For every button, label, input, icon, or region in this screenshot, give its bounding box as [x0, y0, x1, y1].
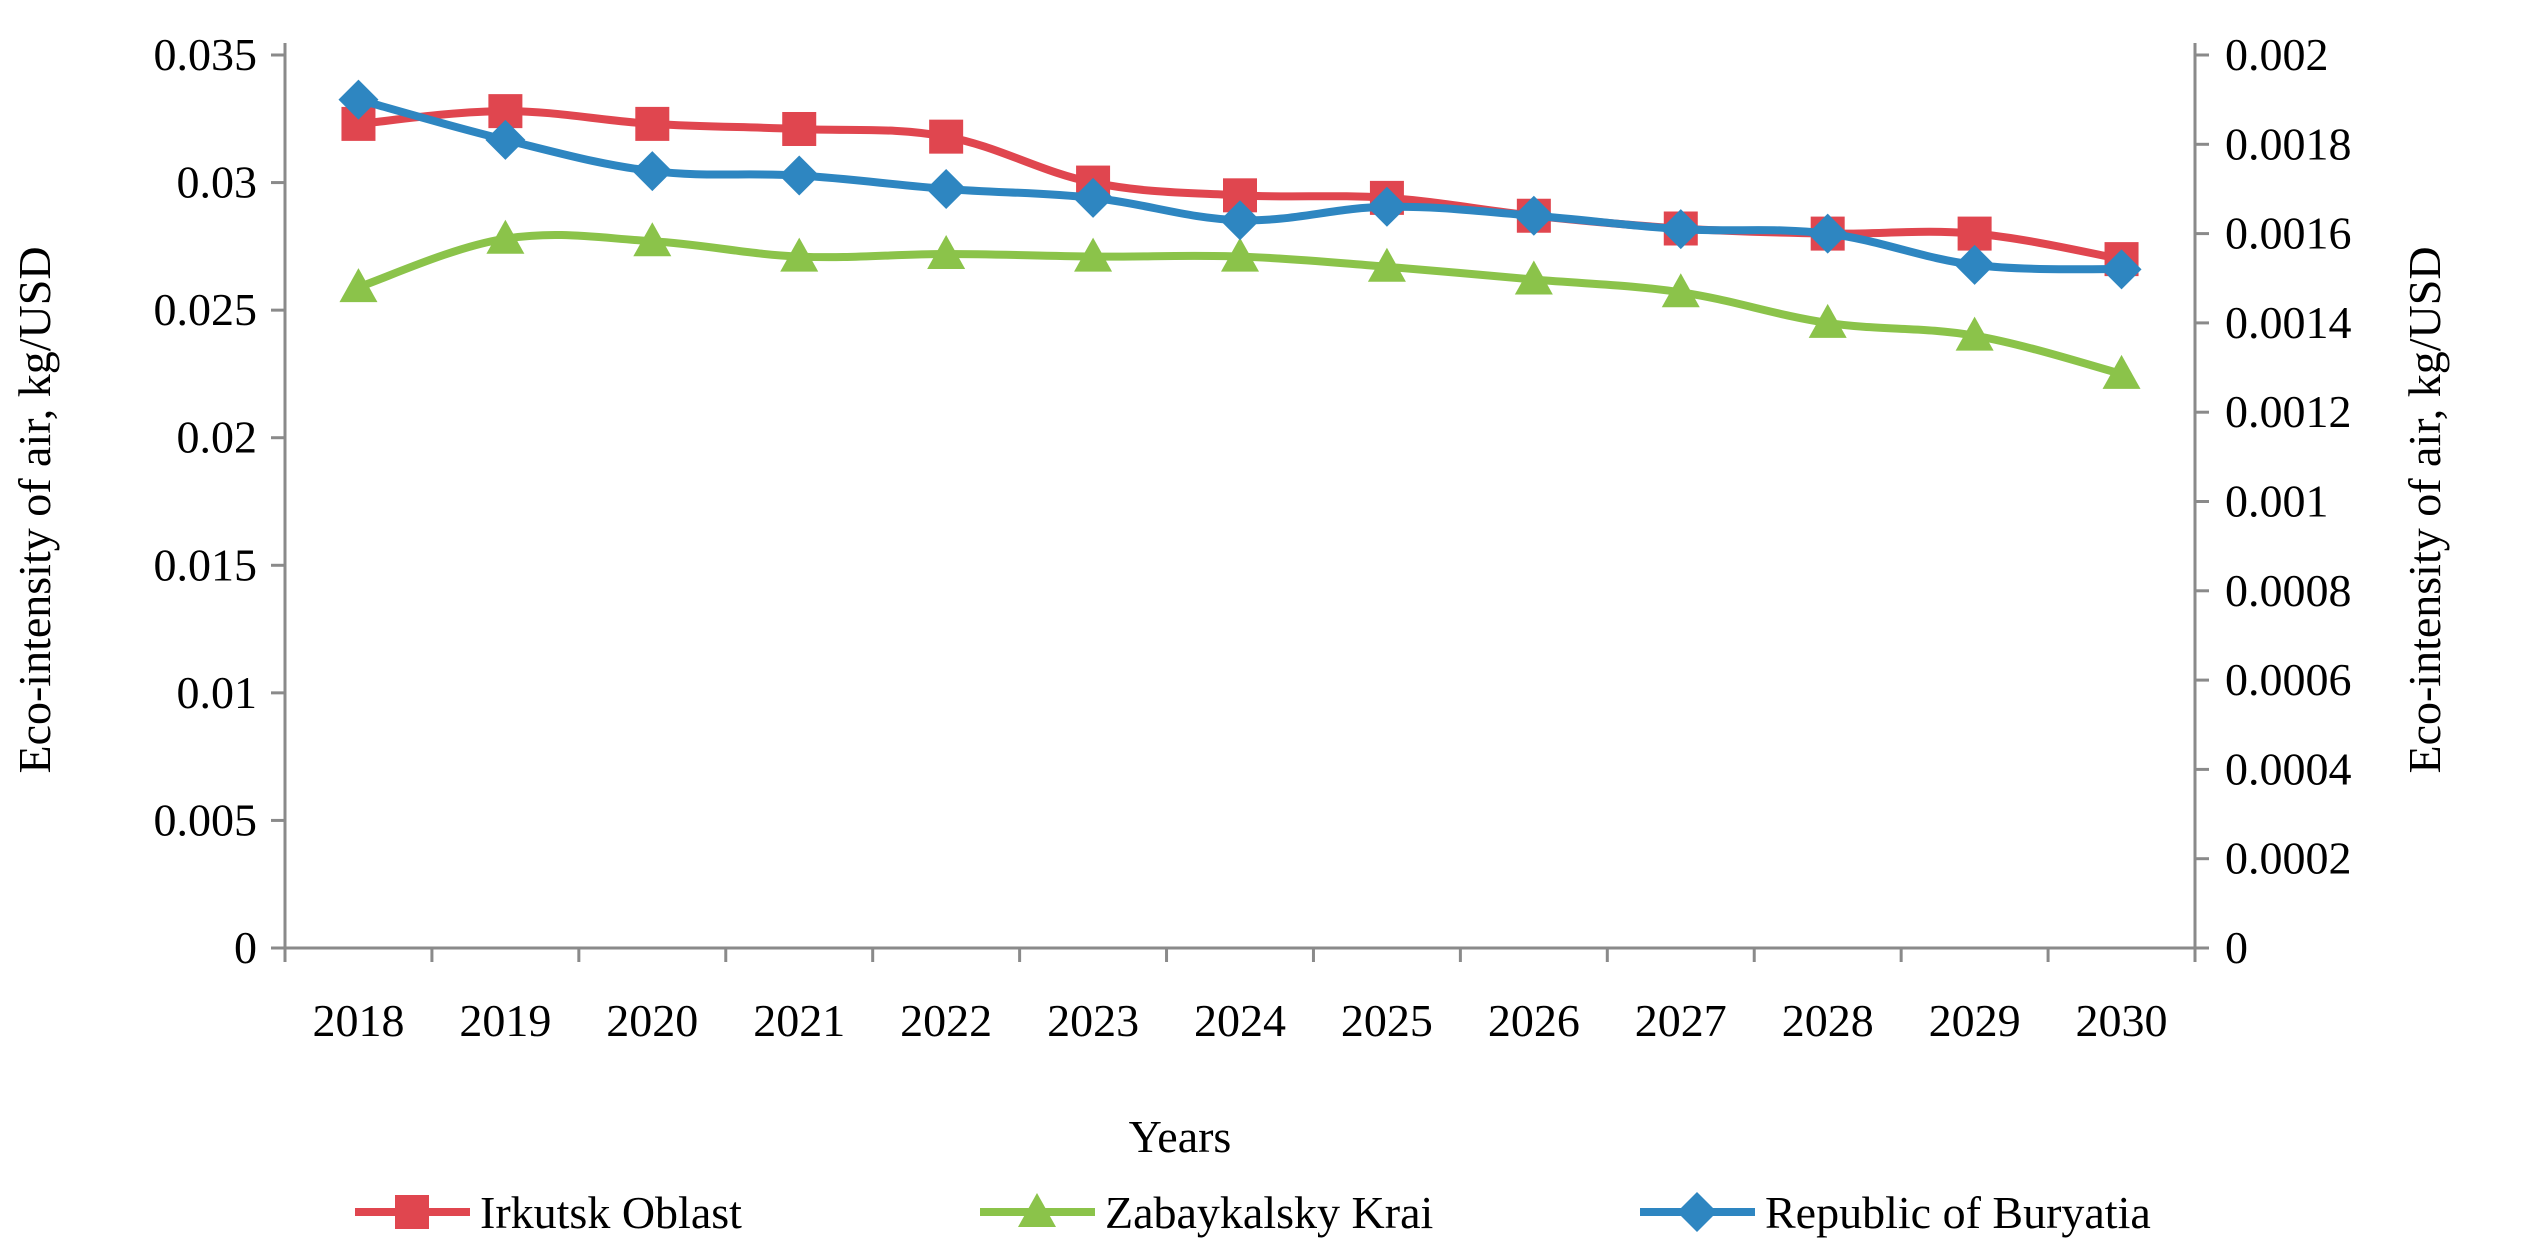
data-point: [2102, 354, 2141, 389]
right-y-tick-label: 0: [2225, 922, 2248, 973]
right-y-tick-label: 0.001: [2225, 476, 2329, 527]
data-point: [926, 168, 967, 209]
data-point: [1366, 186, 1407, 227]
data-point: [635, 106, 670, 141]
data-point: [338, 79, 379, 120]
right-y-tick-label: 0.0006: [2225, 654, 2352, 705]
x-tick-label: 2023: [1047, 995, 1139, 1046]
right-y-tick-label: 0.0004: [2225, 743, 2352, 794]
data-point: [485, 119, 526, 160]
legend-item: Zabaykalsky Krai: [980, 1187, 1433, 1238]
x-tick-label: 2028: [1782, 995, 1874, 1046]
legend-marker: [1677, 1192, 1717, 1232]
data-point: [782, 111, 817, 146]
data-point: [1221, 237, 1259, 272]
x-tick-label: 2027: [1635, 995, 1727, 1046]
x-tick-label: 2026: [1488, 995, 1580, 1046]
data-point: [339, 268, 378, 303]
data-point: [632, 151, 673, 192]
left-y-tick-label: 0.035: [154, 29, 258, 80]
left-y-axis-title: Eco-intensity of air, kg/USD: [9, 246, 60, 773]
right-y-tick-label: 0.0002: [2225, 833, 2352, 884]
right-y-tick-label: 0.002: [2225, 29, 2329, 80]
data-point: [1660, 209, 1701, 250]
tick-labels: 0 0.005 0.01 0.015 0.02 0.025 0.03 0.035 0 0.0002…: [154, 29, 2352, 1046]
axes: [271, 43, 2209, 962]
left-y-tick-label: 0.03: [177, 157, 258, 208]
data-point: [1220, 200, 1260, 241]
left-y-tick-label: 0.025: [154, 284, 258, 335]
left-y-tick-label: 0.015: [154, 539, 258, 590]
x-tick-label: 2022: [900, 995, 992, 1046]
data-point: [633, 222, 672, 257]
data-point: [780, 237, 819, 272]
x-tick-label: 2021: [753, 995, 845, 1046]
x-tick-label: 2024: [1194, 995, 1286, 1046]
data-point: [1954, 244, 1995, 285]
data-point: [1808, 303, 1847, 338]
legend-label: Irkutsk Oblast: [480, 1187, 742, 1238]
right-y-tick-label: 0.0014: [2225, 297, 2352, 348]
data-point: [927, 235, 966, 270]
legend: Irkutsk Oblast Zabaykalsky Krai Republic o…: [355, 1187, 2151, 1238]
data-point: [1514, 260, 1553, 295]
x-tick-label: 2029: [1929, 995, 2021, 1046]
data-point: [1955, 316, 1994, 351]
right-y-tick-label: 0.0012: [2225, 386, 2352, 437]
left-y-tick-label: 0.01: [177, 667, 258, 718]
legend-label: Republic of Buryatia: [1765, 1187, 2151, 1238]
legend-item: Republic of Buryatia: [1640, 1187, 2151, 1238]
series-zabaykalsky-krai: [339, 219, 2141, 389]
x-axis-title: Years: [1129, 1111, 1232, 1162]
left-y-tick-label: 0: [234, 922, 257, 973]
left-y-tick-label: 0.005: [154, 794, 258, 845]
data-point: [2101, 249, 2142, 290]
right-y-tick-label: 0.0016: [2225, 208, 2352, 259]
data-point: [1074, 237, 1113, 272]
legend-marker: [1018, 1193, 1056, 1227]
x-tick-label: 2019: [459, 995, 551, 1046]
data-point: [1073, 177, 1114, 218]
data-point: [1513, 195, 1554, 236]
data-point: [1367, 247, 1406, 282]
data-point: [1807, 213, 1848, 254]
x-tick-label: 2020: [606, 995, 698, 1046]
right-y-tick-label: 0.0008: [2225, 565, 2352, 616]
legend-item: Irkutsk Oblast: [355, 1187, 742, 1238]
x-tick-label: 2030: [2076, 995, 2168, 1046]
data-point: [929, 119, 964, 154]
data-point: [779, 155, 820, 196]
x-tick-label: 2025: [1341, 995, 1433, 1046]
data-point: [486, 219, 525, 254]
x-tick-label: 2018: [312, 995, 404, 1046]
data-point: [1661, 273, 1700, 308]
left-y-tick-label: 0.02: [177, 412, 258, 463]
right-y-axis-title: Eco-intensity of air, kg/USD: [2399, 246, 2450, 773]
series-lines: [338, 79, 2142, 389]
series-republic-of-buryatia: [338, 79, 2142, 290]
right-y-tick-label: 0.0018: [2225, 118, 2352, 169]
legend-marker: [395, 1195, 429, 1229]
legend-label: Zabaykalsky Krai: [1105, 1187, 1433, 1238]
